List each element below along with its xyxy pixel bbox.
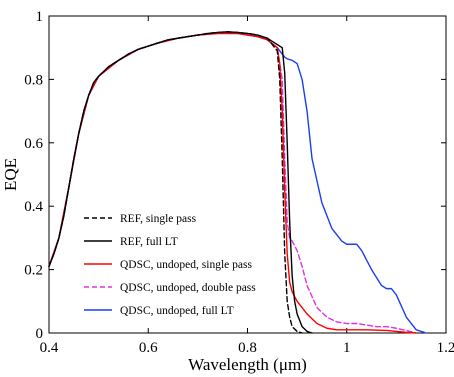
x-tick-label: 0.6 xyxy=(139,340,158,356)
y-tick-label: 0.4 xyxy=(24,199,43,215)
y-tick-label: 0.2 xyxy=(24,263,43,279)
x-tick-label: 0.8 xyxy=(238,340,257,356)
legend-entry-label: QDSC, undoped, full LT xyxy=(120,305,234,317)
x-tick-label: 0.4 xyxy=(40,340,59,356)
axis-ticks: 0.4 0.6 0.8 1 1.2 0 0.2 0.4 0.6 0.8 1 xyxy=(24,9,454,356)
series-line-2 xyxy=(48,32,417,334)
y-tick-label: 0 xyxy=(36,326,44,342)
legend-entry-label: QDSC, undoped, double pass xyxy=(120,282,256,294)
legend: REF, single pass REF, full LT QDSC, undope… xyxy=(84,213,256,317)
x-tick-label: 1.2 xyxy=(437,340,454,356)
series-group xyxy=(48,31,427,334)
legend-entry-label: QDSC, undoped, single pass xyxy=(120,259,252,271)
y-tick-label: 0.8 xyxy=(24,72,43,88)
y-axis-label: EQE xyxy=(1,158,20,191)
legend-entry-label: REF, full LT xyxy=(120,236,178,248)
y-tick-label: 0.6 xyxy=(24,136,43,152)
series-line-0 xyxy=(48,31,303,334)
x-axis-label: Wavelength (μm) xyxy=(188,355,307,374)
y-tick-label: 1 xyxy=(36,9,44,25)
x-tick-label: 1 xyxy=(343,340,351,356)
legend-entry-label: REF, single pass xyxy=(120,213,197,225)
